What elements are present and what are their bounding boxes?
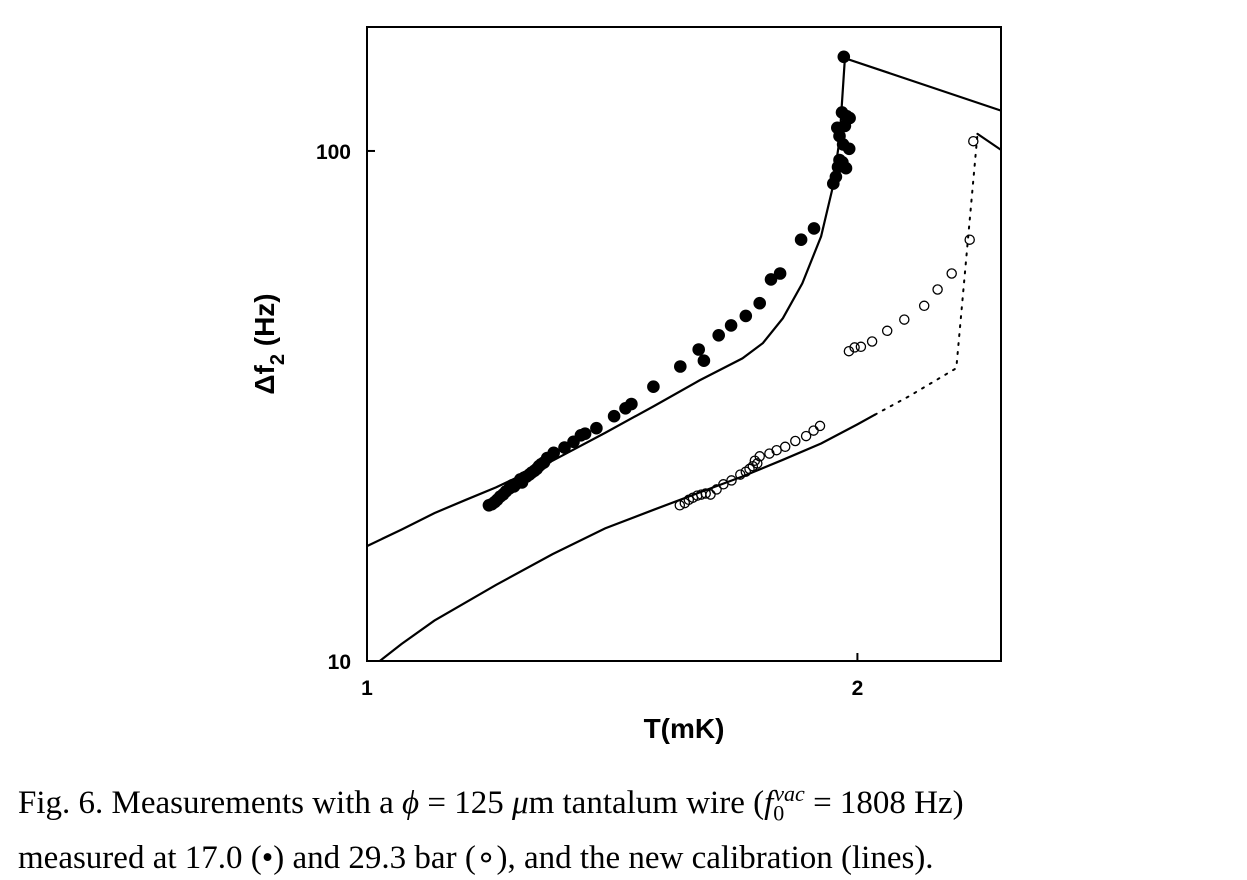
open-point-26 bbox=[849, 342, 860, 353]
caption-vac: vac bbox=[774, 781, 805, 806]
filled-point-58 bbox=[837, 50, 851, 64]
filled-point-40 bbox=[764, 273, 778, 286]
filled-point-38 bbox=[739, 309, 753, 323]
open-point-34 bbox=[964, 234, 975, 245]
open-point-11 bbox=[735, 469, 746, 480]
open-point-17 bbox=[754, 451, 765, 462]
caption-f-subscript: 0 bbox=[773, 800, 785, 826]
filled-point-34 bbox=[692, 343, 706, 356]
filled-point-42 bbox=[794, 233, 808, 246]
filled-point-24 bbox=[558, 441, 571, 454]
open-point-25 bbox=[843, 345, 855, 357]
open-point-6 bbox=[700, 488, 711, 499]
open-point-35 bbox=[968, 135, 979, 147]
filled-point-23 bbox=[547, 446, 561, 460]
open-point-22 bbox=[800, 430, 812, 442]
filled-point-27 bbox=[578, 427, 592, 441]
caption-phi: ϕ bbox=[402, 785, 420, 821]
caption-text-1: Measurements with a bbox=[103, 785, 403, 821]
x-tick-label-0: 1 bbox=[361, 677, 373, 700]
filled-point-43 bbox=[807, 222, 821, 235]
filled-point-37 bbox=[724, 319, 738, 332]
open-point-28 bbox=[866, 336, 878, 347]
open-point-0 bbox=[674, 500, 686, 511]
x-axis-title: T(mK) bbox=[644, 713, 725, 744]
open-point-32 bbox=[932, 284, 943, 295]
plot-frame bbox=[366, 26, 1002, 662]
open-point-31 bbox=[918, 300, 930, 312]
caption-mu: μ bbox=[512, 785, 529, 821]
open-point-10 bbox=[726, 475, 737, 486]
open-point-7 bbox=[705, 489, 716, 500]
calibration-line-4 bbox=[976, 132, 1001, 151]
caption-text-2: = 125 bbox=[419, 785, 513, 821]
caption-line-2: measured at 17.0 (•) and 29.3 bar (∘), a… bbox=[18, 836, 1238, 880]
y-tick-label-1: 100 bbox=[316, 141, 351, 164]
y-axis-title-unit: (Hz) bbox=[249, 293, 280, 354]
calibration-line-2 bbox=[377, 413, 876, 661]
axis-ticks: 1 2 10 100 bbox=[316, 141, 863, 700]
filled-point-49 bbox=[839, 161, 853, 175]
calibration-line-3 bbox=[873, 132, 979, 416]
caption-line-1: Fig. 6. Measurements with a ϕ = 125 μm t… bbox=[18, 772, 1238, 836]
y-axis-title-main: Δf bbox=[249, 364, 280, 394]
open-point-13 bbox=[744, 463, 755, 475]
filled-point-31 bbox=[625, 397, 638, 411]
filled-point-32 bbox=[647, 380, 660, 394]
open-point-20 bbox=[779, 441, 791, 453]
open-point-33 bbox=[946, 268, 957, 279]
x-tick-label-1: 2 bbox=[852, 677, 864, 700]
filled-point-41 bbox=[773, 267, 787, 280]
y-tick-label-0: 10 bbox=[328, 651, 351, 674]
filled-point-39 bbox=[753, 296, 767, 310]
y-axis-title-subscript: 2 bbox=[267, 354, 289, 365]
open-point-27 bbox=[855, 341, 867, 353]
caption-fig-label: Fig. 6. bbox=[18, 785, 104, 821]
calibration-line-1 bbox=[367, 56, 1001, 548]
filled-point-28 bbox=[590, 421, 603, 435]
caption-f-superscript: vac bbox=[774, 781, 805, 806]
caption-text-5: measured at 17.0 (•) and 29.3 bar (∘), a… bbox=[18, 839, 934, 876]
filled-point-36 bbox=[712, 329, 726, 342]
filled-point-29 bbox=[607, 409, 621, 423]
open-point-24 bbox=[814, 420, 826, 432]
open-point-29 bbox=[881, 325, 893, 337]
open-point-30 bbox=[899, 314, 910, 325]
filled-point-54 bbox=[831, 121, 844, 135]
filled-point-51 bbox=[842, 142, 856, 156]
open-point-8 bbox=[711, 484, 722, 495]
open-point-21 bbox=[790, 435, 801, 447]
caption-f: f bbox=[764, 785, 774, 821]
y-axis-title: Δf2 (Hz) bbox=[249, 293, 289, 394]
filled-point-57 bbox=[843, 111, 856, 125]
data-points bbox=[482, 50, 979, 512]
caption-text-4: = 1808 Hz) bbox=[804, 785, 964, 821]
caption-text-3: m tantalum wire ( bbox=[528, 785, 765, 821]
figure-caption: Fig. 6. Measurements with a ϕ = 125 μm t… bbox=[18, 772, 1238, 880]
filled-point-33 bbox=[674, 360, 687, 373]
open-point-23 bbox=[808, 425, 819, 436]
open-point-16 bbox=[752, 458, 763, 469]
filled-point-35 bbox=[697, 354, 711, 368]
